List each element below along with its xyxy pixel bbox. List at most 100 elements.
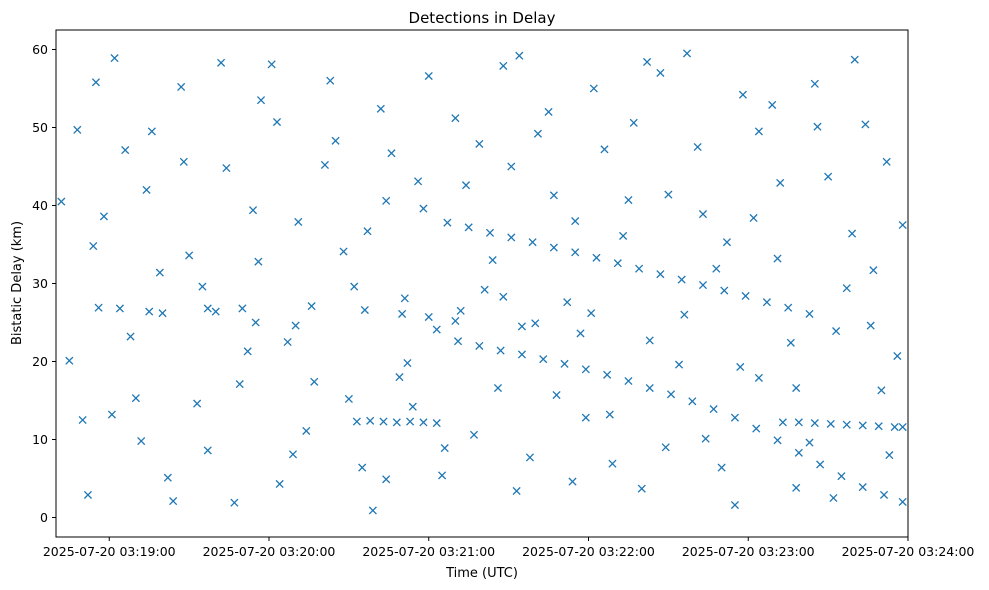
data-point — [608, 459, 617, 468]
data-point — [235, 380, 244, 389]
data-point — [451, 316, 460, 325]
data-point — [307, 302, 316, 311]
data-point — [57, 197, 66, 206]
data-point — [837, 472, 846, 481]
data-point — [310, 377, 319, 386]
data-point — [533, 129, 542, 138]
data-point — [619, 231, 628, 240]
data-point — [217, 58, 226, 67]
data-point — [78, 415, 87, 425]
data-point — [805, 309, 814, 318]
data-point — [155, 268, 164, 277]
data-point — [475, 139, 484, 148]
data-point — [898, 422, 907, 432]
data-point — [320, 160, 329, 169]
data-point — [810, 419, 819, 428]
data-point — [531, 319, 540, 328]
data-point — [720, 286, 729, 295]
data-point — [288, 450, 298, 459]
data-point — [294, 217, 303, 226]
data-point — [147, 127, 156, 136]
data-point — [613, 259, 622, 268]
data-point — [222, 164, 231, 173]
data-point — [485, 228, 495, 237]
data-point — [682, 49, 692, 58]
data-point — [869, 266, 878, 275]
data-point — [432, 419, 441, 428]
data-point — [358, 463, 367, 472]
data-point — [717, 463, 726, 472]
data-point — [539, 355, 548, 364]
data-point — [571, 217, 580, 226]
data-point — [560, 359, 569, 368]
data-point — [440, 444, 449, 453]
data-point — [99, 212, 108, 221]
data-point — [842, 420, 851, 429]
data-point — [515, 51, 524, 60]
data-point — [456, 306, 465, 315]
data-point — [302, 426, 311, 435]
data-point — [674, 360, 684, 369]
data-point — [866, 321, 875, 330]
data-point — [813, 122, 822, 131]
data-point — [83, 490, 93, 499]
data-point — [805, 438, 814, 447]
data-point — [65, 356, 74, 365]
data-point — [778, 418, 787, 427]
data-point — [424, 71, 433, 81]
data-point — [738, 90, 747, 99]
data-point — [131, 394, 140, 403]
y-tick-label: 60 — [32, 42, 48, 57]
data-point — [643, 57, 652, 67]
data-point — [656, 68, 665, 77]
y-axis-ticks: 0 10 20 30 40 50 60 — [32, 42, 56, 525]
data-point — [581, 413, 590, 422]
data-point — [363, 227, 372, 236]
data-point — [512, 486, 521, 496]
data-point — [677, 275, 686, 284]
data-point — [350, 282, 359, 291]
data-point — [352, 417, 361, 426]
data-point — [464, 223, 473, 232]
data-point — [272, 117, 282, 127]
data-point — [326, 76, 335, 85]
data-point — [842, 284, 851, 293]
data-point — [749, 213, 758, 223]
y-tick-label: 50 — [32, 120, 48, 135]
data-point — [874, 422, 883, 431]
data-point — [786, 338, 795, 347]
data-point — [773, 436, 782, 445]
data-point — [736, 362, 745, 372]
x-tick-label: 2025-07-20 03:22:00 — [522, 544, 655, 559]
x-tick-label: 2025-07-20 03:20:00 — [203, 544, 336, 559]
data-point — [366, 416, 375, 425]
data-point — [898, 220, 907, 230]
data-point — [275, 479, 284, 489]
data-point — [110, 54, 119, 63]
data-point — [741, 291, 750, 301]
y-tick-label: 0 — [40, 510, 48, 525]
data-point — [424, 312, 433, 322]
data-point — [248, 206, 258, 215]
data-point — [395, 373, 404, 382]
data-point — [91, 78, 100, 87]
data-point — [776, 178, 785, 187]
data-point — [211, 307, 220, 316]
data-point — [587, 309, 596, 318]
data-point — [552, 390, 561, 400]
data-point — [145, 307, 154, 316]
data-point — [406, 417, 415, 426]
data-point — [379, 417, 388, 426]
data-point — [635, 264, 644, 273]
data-point — [829, 493, 838, 503]
data-point — [499, 61, 508, 70]
data-point — [629, 118, 638, 127]
data-point — [126, 332, 135, 341]
data-point — [461, 181, 471, 190]
data-point — [709, 405, 718, 414]
x-axis-ticks: 2025-07-20 03:19:00 2025-07-20 03:20:00 20… — [43, 537, 974, 559]
data-point — [400, 294, 409, 303]
data-point — [794, 418, 803, 427]
data-point — [382, 475, 391, 484]
data-point — [752, 424, 761, 433]
